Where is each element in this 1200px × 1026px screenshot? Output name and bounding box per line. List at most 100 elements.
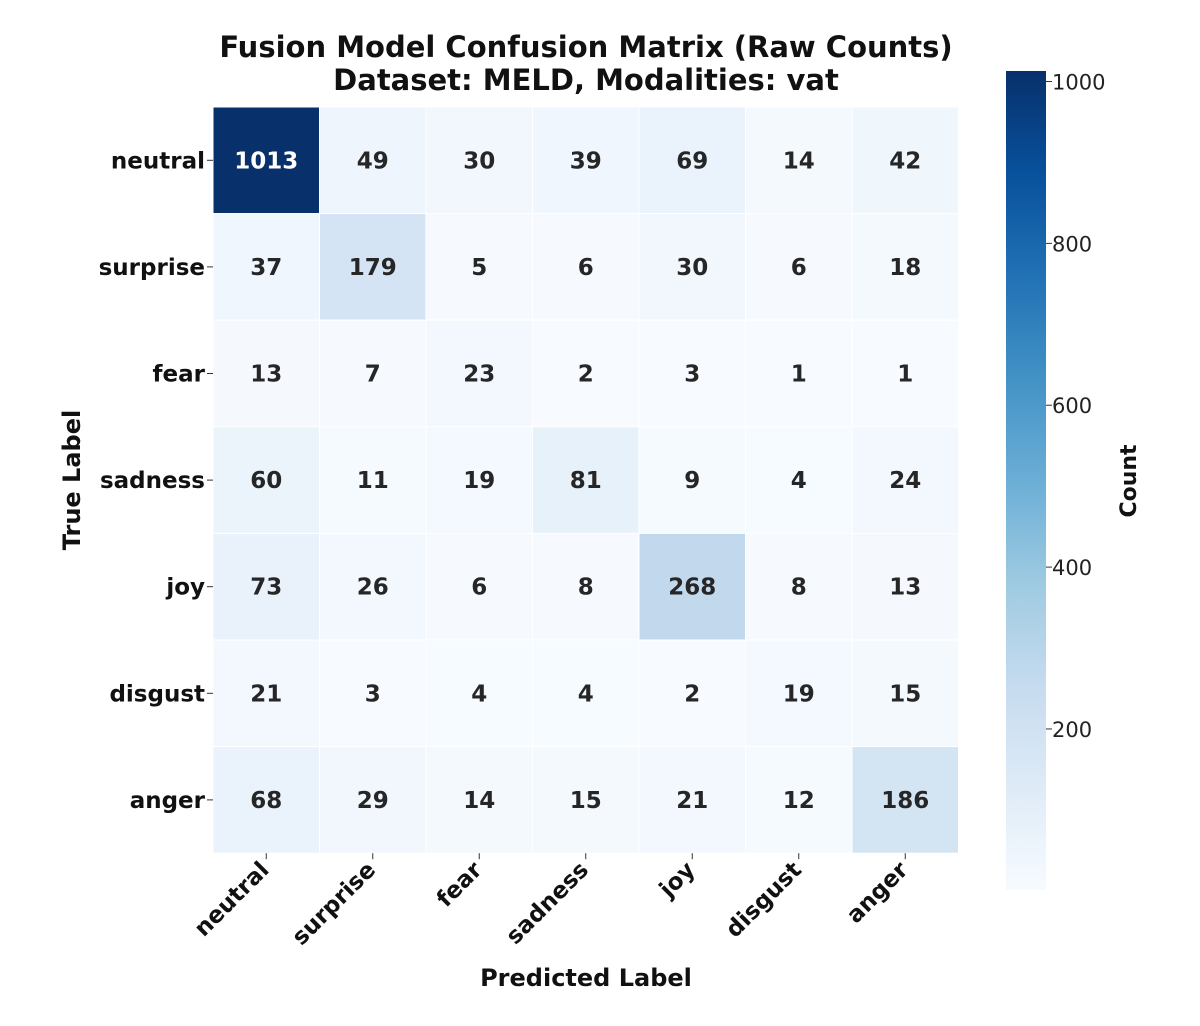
- chart-subtitle: Dataset: MELD, Modalities: vat: [333, 63, 839, 97]
- y-tick-label-disgust: disgust: [109, 681, 205, 707]
- heatmap-cell-sadness-surprise: [319, 426, 427, 534]
- cell-value-label: 23: [463, 362, 495, 388]
- heatmap-cell-joy-fear: [425, 532, 533, 641]
- cell-value-label: 7: [365, 362, 381, 388]
- y-tick-label-anger: anger: [130, 788, 206, 814]
- heatmap-cell-sadness-neutral: [212, 426, 320, 534]
- x-axis-ticks: neutral surprise fear sadness joy disgust ange…: [190, 853, 914, 951]
- heatmap-cell-fear-surprise: [319, 319, 427, 428]
- cell-value-label: 8: [791, 575, 807, 601]
- heatmap-cell-joy-neutral: [212, 532, 320, 641]
- chart-title: Fusion Model Confusion Matrix (Raw Count…: [219, 30, 952, 64]
- cell-value-label: 26: [357, 575, 389, 601]
- heatmap-cells: [212, 106, 959, 854]
- cell-value-label: 2: [684, 681, 700, 707]
- colorbar-tick-label: 600: [1052, 394, 1092, 418]
- colorbar-ticks: 200 400 600 800 1000: [1046, 71, 1105, 742]
- colorbar-tick-label: 1000: [1052, 71, 1105, 95]
- cell-value-label: 179: [349, 255, 397, 281]
- cell-value-label: 14: [783, 148, 815, 174]
- heatmap-cell-anger-anger: [851, 746, 959, 854]
- heatmap-cell-surprise-disgust: [745, 213, 853, 321]
- y-tick-label-joy: joy: [165, 575, 205, 601]
- heatmap-cell-sadness-anger: [851, 426, 959, 534]
- cell-value-label: 6: [471, 575, 487, 601]
- heatmap-cell-anger-neutral: [212, 746, 320, 854]
- cell-value-label: 6: [791, 255, 807, 281]
- y-axis-label: True Label: [58, 410, 86, 550]
- cell-value-label: 4: [471, 681, 487, 707]
- colorbar-tick-label: 400: [1052, 556, 1092, 580]
- x-tick-label-neutral: neutral: [190, 857, 275, 942]
- cell-value-label: 42: [889, 148, 921, 174]
- heatmap-cell-neutral-neutral: [212, 106, 320, 215]
- heatmap-cell-fear-disgust: [745, 319, 853, 428]
- colorbar: [1006, 71, 1046, 890]
- cell-value-label: 1: [791, 362, 807, 388]
- heatmap-cell-fear-sadness: [532, 319, 640, 428]
- cell-value-label: 30: [676, 255, 708, 281]
- cell-value-label: 21: [676, 788, 708, 814]
- cell-value-label: 8: [578, 575, 594, 601]
- heatmap-cell-anger-sadness: [532, 746, 640, 854]
- heatmap-cell-disgust-neutral: [212, 639, 320, 748]
- cell-value-label: 3: [684, 362, 700, 388]
- heatmap-cell-fear-anger: [851, 319, 959, 428]
- heatmap-cell-neutral-sadness: [532, 106, 640, 215]
- heatmap-cell-disgust-joy: [638, 639, 746, 748]
- heatmap-cell-sadness-sadness: [532, 426, 640, 534]
- heatmap-cell-disgust-sadness: [532, 639, 640, 748]
- cell-value-label: 21: [250, 681, 282, 707]
- y-tick-label-sadness: sadness: [100, 468, 205, 494]
- heatmap-cell-neutral-fear: [425, 106, 533, 215]
- cell-value-label: 19: [783, 681, 815, 707]
- cell-value-label: 12: [783, 788, 815, 814]
- colorbar-label: Count: [1117, 444, 1142, 518]
- cell-value-label: 24: [889, 468, 921, 494]
- x-axis-label: Predicted Label: [480, 964, 692, 992]
- x-tick-label-joy: joy: [654, 857, 700, 903]
- cell-value-label: 268: [668, 575, 716, 601]
- cell-value-label: 81: [570, 468, 602, 494]
- cell-value-label: 68: [250, 788, 282, 814]
- colorbar-tick-label: 200: [1052, 718, 1092, 742]
- cell-value-label: 4: [578, 681, 594, 707]
- heatmap-cell-surprise-neutral: [212, 213, 320, 321]
- heatmap-cell-anger-joy: [638, 746, 746, 854]
- cell-value-label: 29: [357, 788, 389, 814]
- cell-value-label: 69: [676, 148, 708, 174]
- heatmap-cell-neutral-joy: [638, 106, 746, 215]
- heatmap-cell-neutral-disgust: [745, 106, 853, 215]
- cell-value-label: 14: [463, 788, 495, 814]
- x-tick-label-fear: fear: [432, 857, 488, 913]
- cell-value-label: 13: [889, 575, 921, 601]
- cell-value-label: 37: [250, 255, 282, 281]
- heatmap-cell-anger-disgust: [745, 746, 853, 854]
- heatmap-cell-fear-neutral: [212, 319, 320, 428]
- cell-value-label: 3: [365, 681, 381, 707]
- heatmap-cell-disgust-fear: [425, 639, 533, 748]
- heatmap-cell-disgust-anger: [851, 639, 959, 748]
- heatmap-cell-sadness-disgust: [745, 426, 853, 534]
- cell-value-label: 9: [684, 468, 700, 494]
- cell-value-label: 15: [889, 681, 921, 707]
- cell-value-label: 49: [357, 148, 389, 174]
- y-tick-label-surprise: surprise: [99, 255, 205, 281]
- heatmap-cell-disgust-surprise: [319, 639, 427, 748]
- cell-value-label: 6: [578, 255, 594, 281]
- x-tick-label-sadness: sadness: [501, 857, 594, 950]
- y-tick-label-fear: fear: [153, 362, 206, 388]
- cell-value-label: 39: [570, 148, 602, 174]
- cell-value-label: 73: [250, 575, 282, 601]
- cell-value-label: 13: [250, 362, 282, 388]
- x-tick-label-anger: anger: [842, 857, 914, 929]
- y-tick-label-neutral: neutral: [111, 148, 205, 174]
- cell-value-label: 5: [471, 255, 487, 281]
- cell-value-label: 1013: [234, 148, 298, 174]
- cell-value-label: 19: [463, 468, 495, 494]
- cell-value-label: 2: [578, 362, 594, 388]
- x-tick-label-surprise: surprise: [287, 857, 381, 951]
- y-axis-ticks: neutral surprise fear sadness joy disgust ange…: [99, 148, 213, 814]
- heatmap-cell-fear-joy: [638, 319, 746, 428]
- cell-value-label: 18: [889, 255, 921, 281]
